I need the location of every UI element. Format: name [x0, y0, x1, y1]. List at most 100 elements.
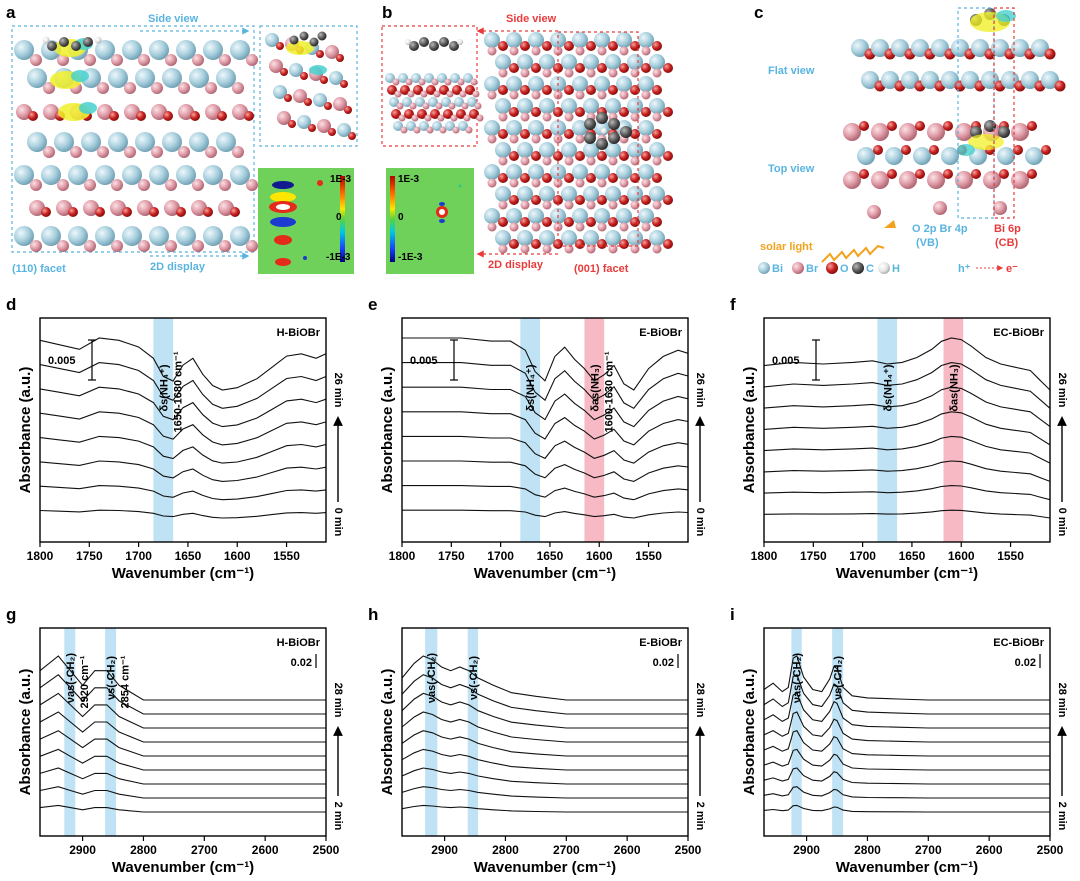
atom-bi [424, 73, 434, 83]
spectrum-e-3 [402, 435, 689, 464]
atom-bi [616, 32, 632, 48]
atom-bi [95, 165, 115, 185]
band-label-i-0: νas(-CH₂) [792, 653, 804, 703]
atom-bi [463, 73, 473, 83]
atom-bi [216, 132, 236, 152]
atom-o [498, 217, 508, 227]
atom-o [443, 109, 453, 119]
panel-e: e 1800 1750 1700 1650 1600 1550 Wavenumber (cm⁻… [368, 295, 706, 582]
spectrum-i-7 [763, 673, 1050, 715]
atom-br [97, 146, 109, 158]
atom-br [652, 68, 662, 78]
spectrum-e-4 [402, 411, 689, 446]
atom-br [597, 222, 607, 232]
ylabel-e: Absorbance (a.u.) [379, 367, 396, 494]
atom-bi [506, 76, 522, 92]
atom-o [387, 85, 397, 95]
time-top-e: 26 min [694, 373, 706, 408]
atom-br [619, 90, 629, 100]
band-h-1 [467, 628, 479, 836]
atom-o [915, 121, 925, 131]
atom-bi [961, 71, 979, 89]
molecule-c [984, 120, 996, 132]
sample-e: E-BiOBr [639, 327, 683, 339]
xtick-label-h-3: 2600 [614, 843, 641, 857]
atom-br [871, 171, 889, 189]
atom-br [509, 222, 519, 232]
atom-bi [135, 68, 155, 88]
atom-o [553, 107, 563, 117]
atom-o [999, 169, 1009, 179]
atom-bi [506, 120, 522, 136]
atom-o [575, 107, 585, 117]
spectrum-g-2 [39, 767, 326, 785]
atom-o [217, 111, 227, 121]
atom-br [542, 244, 552, 254]
atom-br [586, 200, 596, 210]
atom-o [520, 129, 530, 139]
atom-br [446, 90, 454, 98]
atom-bi [432, 121, 442, 131]
atom-o [630, 129, 640, 139]
atom-br [871, 123, 889, 141]
atom-br [43, 82, 55, 94]
atom-br [531, 134, 541, 144]
b-cbar-bot: -1E-3 [398, 252, 423, 263]
panel-letter-i: i [730, 605, 735, 624]
atom-bi [528, 164, 544, 180]
atom-bi [561, 186, 577, 202]
xtick-label-g-1: 2800 [130, 843, 157, 857]
atom-br [498, 156, 508, 166]
molecule-c [620, 126, 632, 138]
atom-br [586, 244, 596, 254]
atom-br [641, 178, 651, 188]
atom-br [630, 200, 640, 210]
atom-br [542, 112, 552, 122]
atom-bi [385, 73, 395, 83]
atom-br [487, 134, 497, 144]
spectra-panels: d 1800 1750 1700 1650 1600 1550 Wavenumber (cm⁻… [6, 295, 1068, 876]
atom-br [138, 54, 150, 66]
atom-br [30, 54, 42, 66]
atom-bi [871, 39, 889, 57]
atom-o [553, 239, 563, 249]
atom-br [246, 240, 258, 252]
atom-br [498, 200, 508, 210]
band-f-0 [877, 318, 898, 542]
spectrum-f-5 [763, 386, 1051, 428]
molecule-c [429, 41, 439, 51]
atom-bi [467, 97, 477, 107]
atom-br [178, 82, 190, 94]
spectrum-h-1 [401, 786, 688, 799]
time-bottom-f: 0 min [1056, 508, 1068, 537]
spectrum-e-0 [402, 509, 689, 519]
atom-br [867, 205, 881, 219]
atom-o [652, 217, 662, 227]
atom-br [405, 78, 413, 86]
band-label-d-0: δs(NH₄⁺) [158, 364, 170, 411]
atom-o [498, 173, 508, 183]
atom-br [641, 222, 651, 232]
atom-bi [881, 71, 899, 89]
atom-bi [550, 32, 566, 48]
atom-bi [441, 97, 451, 107]
spectrum-h-4 [401, 730, 688, 757]
atom-bi [122, 165, 142, 185]
atom-br [619, 222, 629, 232]
atom-o [68, 207, 78, 217]
atom-o [929, 145, 939, 155]
atom-o [663, 195, 673, 205]
atom-o [391, 109, 401, 119]
spectrum-h-6 [401, 692, 688, 729]
atom-br [457, 78, 465, 86]
xtick-label-i-3: 2600 [976, 843, 1003, 857]
xtick-label-i-1: 2800 [854, 843, 881, 857]
atom-bi [149, 226, 169, 246]
atom-br [396, 102, 404, 110]
atom-br [192, 54, 204, 66]
atom-bi [583, 54, 599, 70]
atom-br [219, 240, 231, 252]
atom-bi [901, 71, 919, 89]
atom-bi [484, 208, 500, 224]
atom-bi [484, 32, 500, 48]
